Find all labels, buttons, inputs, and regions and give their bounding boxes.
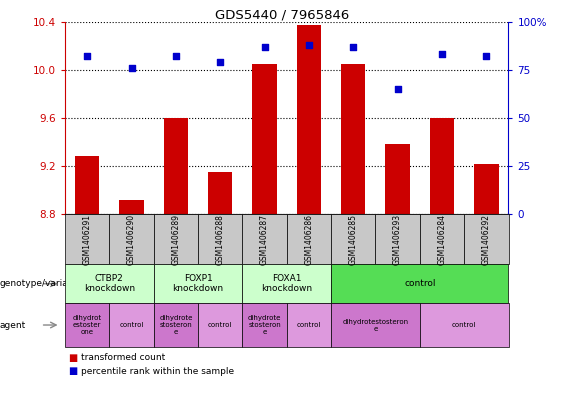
Text: dihydrot
estoster
one: dihydrot estoster one [72,315,102,335]
Text: CTBP2
knockdown: CTBP2 knockdown [84,274,135,294]
Bar [385,144,410,214]
Text: control: control [208,322,232,328]
Text: percentile rank within the sample: percentile rank within the sample [81,367,234,376]
Point [82,53,92,59]
Point [127,65,136,71]
Text: dihydrotestosteron
e: dihydrotestosteron e [342,318,408,332]
Text: ■: ■ [68,366,77,376]
Text: control: control [452,322,476,328]
Point [482,53,491,59]
Bar [253,64,277,214]
Text: control: control [404,279,436,288]
Point [349,44,358,50]
Text: GSM1406288: GSM1406288 [216,214,225,264]
Text: FOXP1
knockdown: FOXP1 knockdown [172,274,224,294]
Bar [430,118,454,214]
Text: GSM1406284: GSM1406284 [437,214,446,264]
Bar [341,64,366,214]
Text: GSM1406286: GSM1406286 [305,214,314,264]
Text: dihydrote
stosteron
e: dihydrote stosteron e [248,315,281,335]
Text: GSM1406293: GSM1406293 [393,213,402,265]
Bar [474,163,498,214]
Text: dihydrote
stosteron
e: dihydrote stosteron e [159,315,193,335]
Text: transformed count: transformed count [81,353,165,362]
Text: GSM1406287: GSM1406287 [260,214,269,264]
Text: GDS5440 / 7965846: GDS5440 / 7965846 [215,9,350,22]
Point [437,51,446,57]
Text: ■: ■ [68,353,77,363]
Text: control: control [119,322,144,328]
Bar [119,200,144,214]
Point [216,59,225,65]
Text: GSM1406290: GSM1406290 [127,213,136,265]
Point [393,86,402,92]
Bar [75,156,99,214]
Text: FOXA1
knockdown: FOXA1 knockdown [261,274,312,294]
Text: GSM1406291: GSM1406291 [82,214,92,264]
Point [305,42,314,48]
Text: GSM1406289: GSM1406289 [171,214,180,264]
Text: control: control [297,322,321,328]
Text: genotype/variation: genotype/variation [0,279,86,288]
Text: GSM1406285: GSM1406285 [349,214,358,264]
Point [260,44,269,50]
Bar [164,118,188,214]
Text: GSM1406292: GSM1406292 [482,214,491,264]
Text: agent: agent [0,321,26,329]
Point [171,53,180,59]
Bar [208,172,232,214]
Bar [297,25,321,214]
